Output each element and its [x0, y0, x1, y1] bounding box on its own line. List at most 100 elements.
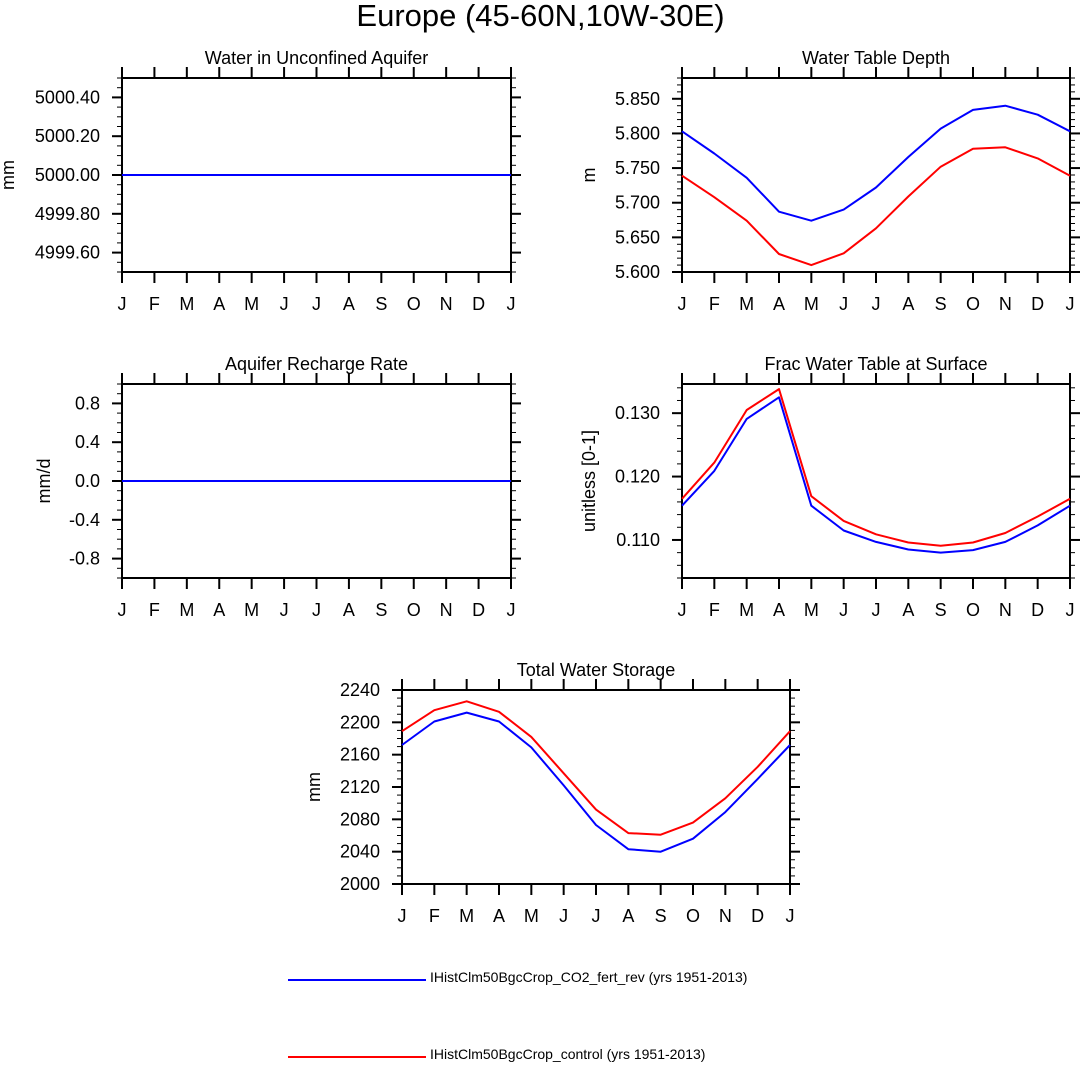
x-tick-label: J: [118, 600, 127, 620]
x-tick-label: J: [118, 294, 127, 314]
x-tick-label: D: [472, 600, 485, 620]
x-tick-label: M: [179, 600, 194, 620]
x-tick-label: J: [559, 906, 568, 926]
x-tick-label: M: [459, 906, 474, 926]
chart-wtd: Water Table Depth m 5.600 5.650 5.700 5.750 5.…: [579, 48, 1080, 314]
legend-swatch: [288, 1056, 426, 1058]
y-axis-label: mm/d: [34, 459, 54, 504]
x-tick-label: A: [213, 600, 225, 620]
x-tick-label: S: [375, 294, 387, 314]
chart-title: Total Water Storage: [517, 660, 675, 680]
x-tick-label: M: [739, 294, 754, 314]
series-line: [401, 711, 791, 853]
y-tick-label: 0.0: [75, 471, 100, 491]
y-tick-label: 5.800: [615, 123, 660, 143]
series-line: [681, 396, 1071, 554]
x-tick-label: M: [739, 600, 754, 620]
x-tick-label: O: [407, 294, 421, 314]
x-tick-label: J: [280, 294, 289, 314]
y-tick-label: 5000.20: [35, 126, 100, 146]
x-tick-label: F: [149, 294, 160, 314]
y-tick-label: 0.4: [75, 432, 100, 452]
x-tick-label: A: [902, 294, 914, 314]
y-tick-label: -0.4: [69, 510, 100, 530]
y-tick-label: 5000.00: [35, 165, 100, 185]
x-tick-label: M: [804, 294, 819, 314]
x-tick-label: O: [966, 600, 980, 620]
chart-aquifer: Water in Unconfined Aquifer mm 4999.60 4999…: [0, 48, 521, 314]
y-tick-label: 0.120: [615, 467, 660, 487]
x-tick-label: J: [312, 600, 321, 620]
chart-title: Water in Unconfined Aquifer: [205, 48, 428, 68]
chart-title: Water Table Depth: [802, 48, 950, 68]
y-axis-label: unitless [0-1]: [579, 430, 599, 532]
x-tick-label: J: [507, 600, 516, 620]
y-tick-label: 2120: [340, 777, 380, 797]
y-tick-label: -0.8: [69, 549, 100, 569]
x-tick-label: O: [966, 294, 980, 314]
x-tick-label: J: [1066, 294, 1075, 314]
x-tick-label: M: [244, 600, 259, 620]
plot-frame: [681, 383, 1071, 579]
x-tick-label: O: [686, 906, 700, 926]
x-tick-label: A: [622, 906, 634, 926]
chart-recharge: Aquifer Recharge Rate mm/d -0.8 -0.4 0.0 0.4 0…: [34, 354, 521, 620]
x-tick-label: J: [872, 600, 881, 620]
chart-title: Frac Water Table at Surface: [764, 354, 987, 374]
y-tick-label: 4999.80: [35, 204, 100, 224]
y-tick-label: 4999.60: [35, 243, 100, 263]
x-tick-label: M: [244, 294, 259, 314]
x-tick-label: S: [935, 294, 947, 314]
x-tick-label: F: [709, 600, 720, 620]
y-axis-label: m: [579, 168, 599, 183]
y-tick-label: 2040: [340, 842, 380, 862]
y-tick-label: 2200: [340, 712, 380, 732]
y-tick-label: 2240: [340, 680, 380, 700]
x-tick-label: D: [1031, 294, 1044, 314]
y-tick-label: 5.600: [615, 262, 660, 282]
x-tick-label: A: [493, 906, 505, 926]
series-line: [681, 146, 1071, 267]
x-tick-label: D: [1031, 600, 1044, 620]
y-axis-label: mm: [304, 772, 324, 802]
x-tick-label: D: [472, 294, 485, 314]
chart-tws: Total Water Storage mm 2000 2040 2080 2120 216…: [304, 660, 800, 926]
x-tick-label: O: [407, 600, 421, 620]
x-tick-label: A: [343, 600, 355, 620]
x-tick-label: N: [999, 600, 1012, 620]
x-tick-label: S: [655, 906, 667, 926]
chart-fwts: Frac Water Table at Surface unitless [0-1…: [579, 354, 1080, 620]
x-tick-label: N: [999, 294, 1012, 314]
legend-label: IHistClm50BgcCrop_control (yrs 1951-2013…: [430, 1046, 706, 1062]
x-tick-label: J: [678, 294, 687, 314]
x-tick-label: F: [709, 294, 720, 314]
x-tick-label: N: [440, 600, 453, 620]
x-tick-label: M: [524, 906, 539, 926]
y-axis-label: mm: [0, 160, 18, 190]
x-tick-label: S: [935, 600, 947, 620]
y-tick-label: 0.130: [615, 403, 660, 423]
y-tick-label: 5.700: [615, 193, 660, 213]
x-tick-label: J: [839, 600, 848, 620]
y-tick-label: 5.650: [615, 227, 660, 247]
x-tick-label: M: [179, 294, 194, 314]
series-line: [681, 388, 1071, 547]
x-tick-label: J: [592, 906, 601, 926]
x-tick-label: N: [440, 294, 453, 314]
x-tick-label: J: [786, 906, 795, 926]
x-tick-label: J: [1066, 600, 1075, 620]
x-tick-label: J: [507, 294, 516, 314]
x-tick-label: J: [678, 600, 687, 620]
x-tick-label: N: [719, 906, 732, 926]
page-title: Europe (45-60N,10W-30E): [356, 0, 725, 33]
series-line: [681, 104, 1071, 222]
x-tick-label: A: [902, 600, 914, 620]
y-tick-label: 5.750: [615, 158, 660, 178]
x-tick-label: J: [312, 294, 321, 314]
x-tick-label: A: [213, 294, 225, 314]
legend-label: IHistClm50BgcCrop_CO2_fert_rev (yrs 1951…: [430, 969, 748, 985]
x-tick-label: A: [773, 294, 785, 314]
x-tick-label: D: [751, 906, 764, 926]
plot-frame: [401, 689, 791, 885]
